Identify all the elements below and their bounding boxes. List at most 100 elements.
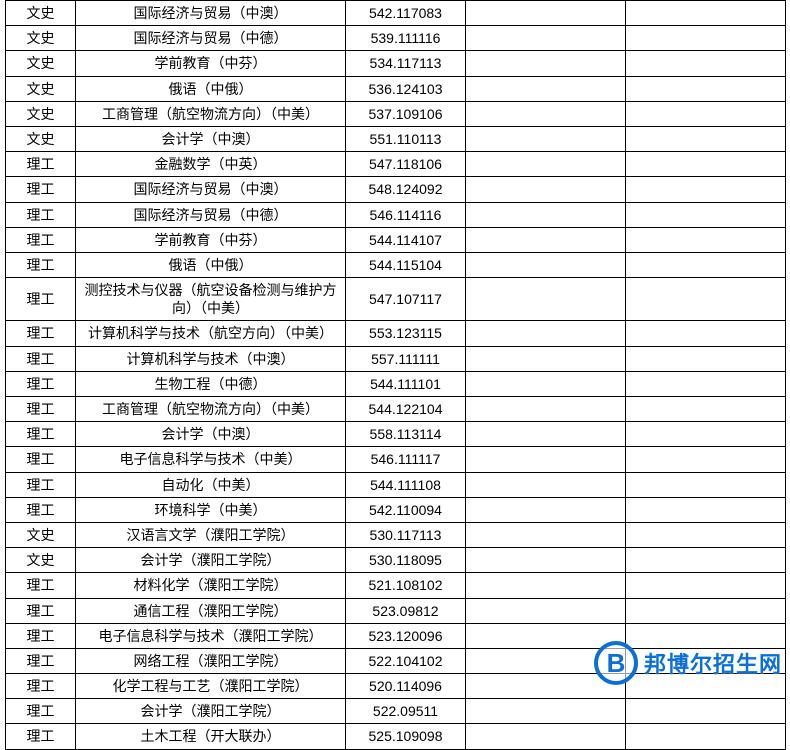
cell-category: 理工 [6,371,76,396]
cell-category: 理工 [6,321,76,346]
table-row: 理工会计学（中澳）558.113114 [6,422,786,447]
table-row: 理工自动化（中美）544.111108 [6,472,786,497]
cell-category: 理工 [6,227,76,252]
cell-category: 理工 [6,202,76,227]
cell-category: 理工 [6,278,76,321]
cell-score: 542.117083 [346,1,466,26]
cell-major: 电子信息科学与技术（濮阳工学院） [76,623,346,648]
table-row: 理工网络工程（濮阳工学院）522.104102 [6,648,786,673]
table-row: 文史汉语言文学（濮阳工学院）530.117113 [6,522,786,547]
table-row: 理工计算机科学与技术（航空方向）（中美）553.123115 [6,321,786,346]
table-row: 文史会计学（中澳）551.110113 [6,126,786,151]
cell-blank [626,648,786,673]
cell-category: 理工 [6,699,76,724]
cell-major: 自动化（中美） [76,472,346,497]
cell-major: 国际经济与贸易（中澳） [76,1,346,26]
cell-blank [466,227,626,252]
cell-category: 理工 [6,623,76,648]
cell-blank [466,26,626,51]
cell-blank [626,278,786,321]
cell-blank [466,101,626,126]
table-row: 理工测控技术与仪器（航空设备检测与维护方向）（中美）547.107117 [6,278,786,321]
cell-blank [626,674,786,699]
cell-score: 544.115104 [346,252,466,277]
cell-major: 学前教育（中芬） [76,227,346,252]
cell-blank [466,724,626,749]
cell-major: 会计学（濮阳工学院） [76,548,346,573]
cell-major: 工商管理（航空物流方向）（中美） [76,101,346,126]
cell-blank [626,51,786,76]
table-row: 文史国际经济与贸易（中德）539.111116 [6,26,786,51]
cell-score: 546.114116 [346,202,466,227]
cell-blank [626,101,786,126]
cell-major: 会计学（中澳） [76,422,346,447]
table-row: 理工电子信息科学与技术（濮阳工学院）523.120096 [6,623,786,648]
cell-blank [466,202,626,227]
table-row: 文史工商管理（航空物流方向）（中美）537.109106 [6,101,786,126]
table-row: 理工电子信息科学与技术（中美）546.111117 [6,447,786,472]
cell-major: 学前教育（中芬） [76,51,346,76]
cell-category: 理工 [6,447,76,472]
cell-blank [466,371,626,396]
cell-score: 530.117113 [346,522,466,547]
cell-blank [626,26,786,51]
table-row: 理工通信工程（濮阳工学院）523.09812 [6,598,786,623]
cell-blank [466,397,626,422]
cell-blank [626,573,786,598]
cell-score: 547.107117 [346,278,466,321]
cell-major: 环境科学（中美） [76,497,346,522]
cell-blank [466,278,626,321]
cell-score: 520.114096 [346,674,466,699]
cell-blank [626,598,786,623]
cell-major: 俄语（中俄） [76,252,346,277]
cell-blank [466,674,626,699]
cell-score: 525.109098 [346,724,466,749]
cell-blank [466,472,626,497]
cell-score: 557.111111 [346,346,466,371]
cell-score: 536.124103 [346,76,466,101]
cell-blank [626,202,786,227]
table-row: 理工国际经济与贸易（中澳）548.124092 [6,177,786,202]
cell-blank [466,177,626,202]
cell-score: 548.124092 [346,177,466,202]
cell-major: 土木工程（开大联办） [76,724,346,749]
cell-category: 文史 [6,101,76,126]
cell-blank [626,126,786,151]
cell-blank [466,76,626,101]
cell-score: 539.111116 [346,26,466,51]
cell-score: 544.111108 [346,472,466,497]
cell-blank [626,497,786,522]
cell-major: 工商管理（航空物流方向）（中美） [76,397,346,422]
cell-major: 汉语言文学（濮阳工学院） [76,522,346,547]
cell-blank [466,573,626,598]
cell-blank [466,152,626,177]
cell-blank [626,522,786,547]
cell-score: 544.114107 [346,227,466,252]
cell-score: 522.104102 [346,648,466,673]
cell-major: 国际经济与贸易（中德） [76,202,346,227]
cell-score: 521.108102 [346,573,466,598]
cell-category: 理工 [6,497,76,522]
cell-category: 理工 [6,598,76,623]
cell-category: 文史 [6,51,76,76]
cell-blank [466,126,626,151]
cell-blank [466,321,626,346]
cell-blank [626,422,786,447]
cell-blank [466,51,626,76]
cell-category: 理工 [6,177,76,202]
cell-major: 俄语（中俄） [76,76,346,101]
cell-score: 523.120096 [346,623,466,648]
cell-category: 理工 [6,397,76,422]
cell-score: 523.09812 [346,598,466,623]
cell-major: 金融数学（中英） [76,152,346,177]
table-row: 文史俄语（中俄）536.124103 [6,76,786,101]
cell-major: 国际经济与贸易（中澳） [76,177,346,202]
table-row: 文史会计学（濮阳工学院）530.118095 [6,548,786,573]
table-row: 理工材料化学（濮阳工学院）521.108102 [6,573,786,598]
table-row: 理工化学工程与工艺（濮阳工学院）520.114096 [6,674,786,699]
cell-blank [626,548,786,573]
cell-category: 文史 [6,126,76,151]
cell-major: 会计学（中澳） [76,126,346,151]
cell-blank [466,447,626,472]
admission-score-table: 文史国际经济与贸易（中澳）542.117083文史国际经济与贸易（中德）539.… [5,0,786,750]
